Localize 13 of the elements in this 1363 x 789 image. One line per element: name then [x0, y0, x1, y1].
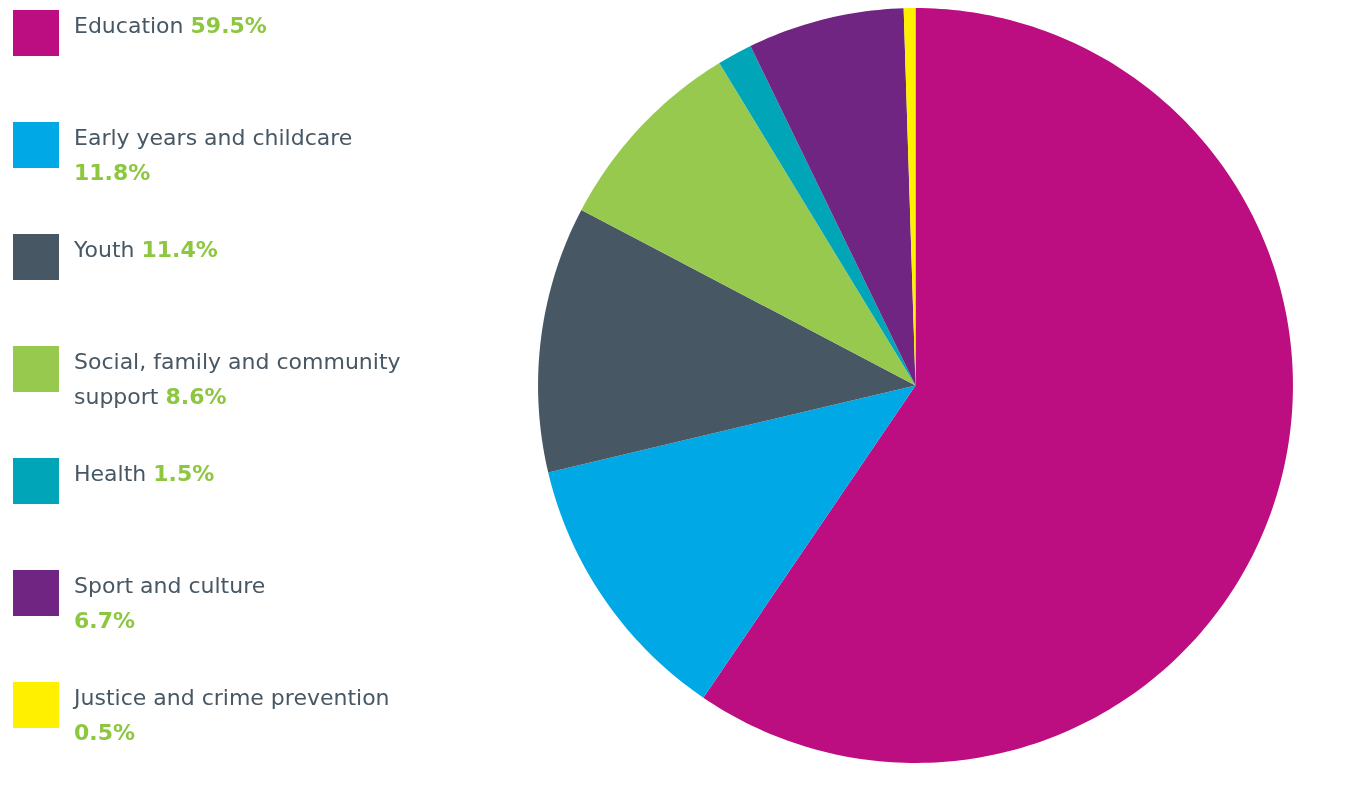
data-label: 0.5% — [74, 720, 136, 745]
data-label: 11.8% — [74, 160, 151, 185]
data-label: 1.5% — [153, 461, 215, 486]
legend-label: Justice and crime prevention — [74, 685, 390, 710]
legend-label: Health — [74, 461, 147, 486]
data-label: 11.4% — [141, 237, 218, 262]
legend-label: Youth — [74, 237, 135, 262]
legend-label: Sport and culture — [74, 573, 266, 598]
legend-label: Education — [74, 13, 184, 38]
data-label: 59.5% — [190, 13, 267, 38]
legend-label: Early years and childcare — [74, 125, 353, 150]
data-label: 6.7% — [74, 608, 136, 633]
data-label: 8.6% — [165, 384, 227, 409]
